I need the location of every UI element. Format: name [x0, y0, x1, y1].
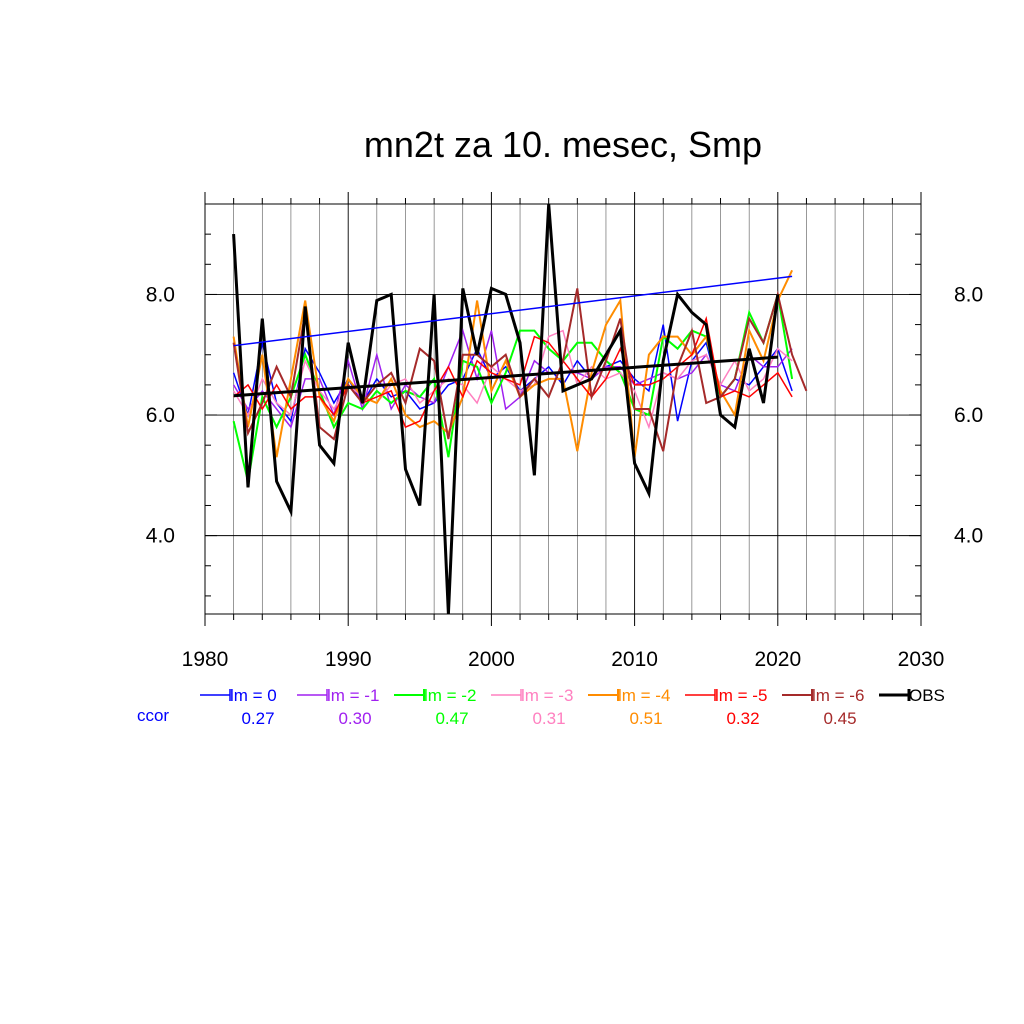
x-tick-label: 2020	[754, 648, 801, 671]
ccor-value: 0.30	[338, 709, 371, 728]
x-tick-label: 1980	[182, 648, 229, 671]
legend-label: lm = 0	[230, 686, 277, 705]
grid	[204, 204, 922, 614]
series-line-lm-5	[233, 315, 793, 429]
y-tick-label-right: 4.0	[954, 525, 983, 548]
axes	[204, 192, 922, 626]
y-tick-label-right: 8.0	[954, 283, 983, 306]
x-tick-label: 2000	[468, 648, 515, 671]
series-line-lm-3	[232, 329, 793, 430]
legend-label: lm = -5	[715, 686, 767, 705]
legend-label: lm = -3	[521, 686, 573, 705]
ccor-value: 0.32	[726, 709, 759, 728]
series-line-obs	[232, 203, 780, 615]
ccor-value: 0.47	[435, 709, 468, 728]
trend-layer	[233, 275, 793, 398]
ccor-value: 0.51	[629, 709, 662, 728]
y-tick-label-left: 4.0	[146, 525, 175, 548]
ccor-label: ccor	[137, 706, 169, 725]
y-tick-label-left: 8.0	[146, 283, 175, 306]
ccor-value: 0.45	[823, 709, 856, 728]
chart-title: mn2t za 10. mesec, Smp	[364, 124, 762, 165]
legend-label: OBS	[909, 686, 945, 705]
legend-label: lm = -4	[618, 686, 670, 705]
ccor-value: 0.27	[241, 709, 274, 728]
x-tick-label: 1990	[325, 648, 372, 671]
trend-line-1	[233, 355, 778, 398]
legend-label: lm = -2	[424, 686, 476, 705]
tick-labels: 1980 1990 2000 2010 2020 2030 4.0 4.0 6.0 6.0 8.0 8…	[146, 283, 983, 671]
trend-line-0	[233, 275, 793, 347]
legend-label: lm = -1	[327, 686, 379, 705]
plot-frame	[204, 203, 922, 615]
ccor-value: 0.31	[532, 709, 565, 728]
y-tick-label-left: 6.0	[146, 404, 175, 427]
legend-label: lm = -6	[812, 686, 864, 705]
series-line-lm-6	[232, 288, 808, 452]
x-tick-label: 2010	[611, 648, 658, 671]
y-tick-label-right: 6.0	[954, 404, 983, 427]
legend: ccor lm = 0 0.27 lm = -1 0.30 lm = -2 0.47 lm =…	[137, 686, 945, 728]
x-tick-label: 2030	[898, 648, 945, 671]
